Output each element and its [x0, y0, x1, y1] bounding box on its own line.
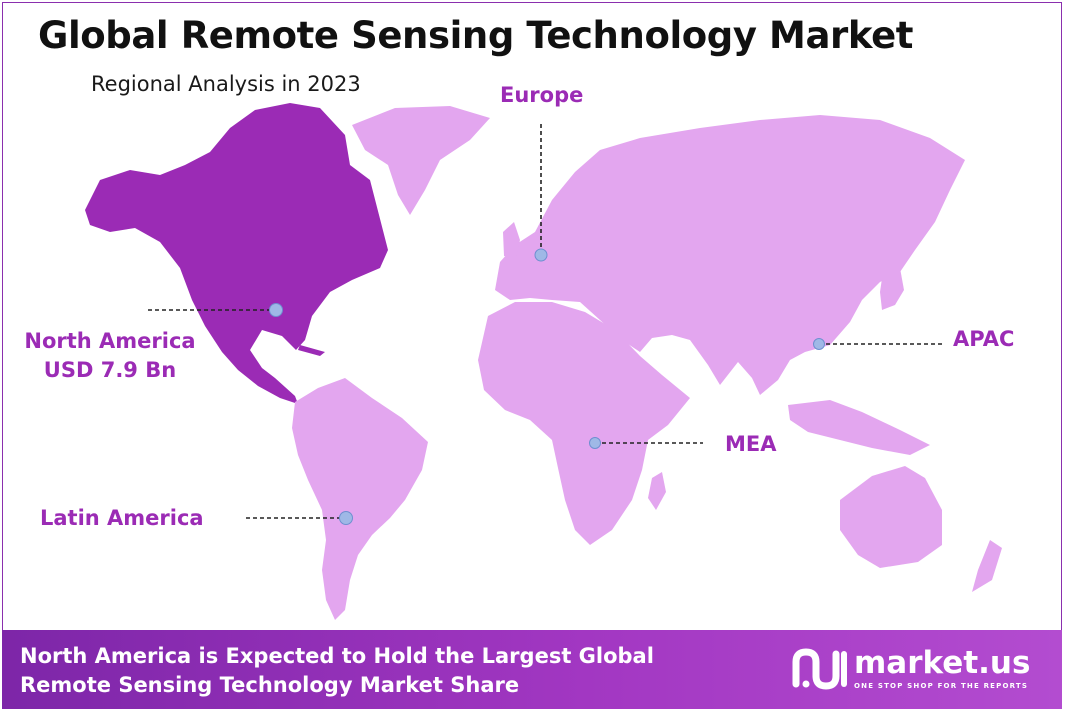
africa-shape [478, 302, 690, 545]
apac-marker [813, 338, 825, 350]
apac-label: APAC [953, 327, 1015, 351]
europe-marker [534, 248, 548, 262]
map-subtitle: Regional Analysis in 2023 [91, 72, 361, 96]
latin-america-marker [339, 511, 353, 525]
banner-line-2: Remote Sensing Technology Market Share [20, 673, 520, 697]
caribbean-shape [298, 345, 325, 356]
southeast-asia-shape [788, 400, 930, 455]
north-america-shape [85, 103, 388, 404]
north-america-marker [269, 303, 283, 317]
eurasia-shape [495, 115, 965, 395]
banner-statement: North America is Expected to Hold the La… [20, 642, 654, 700]
madagascar-shape [648, 472, 666, 510]
new-zealand-shape [972, 540, 1002, 592]
logo-wordmark: market.us [854, 645, 1031, 681]
map-title: Global Remote Sensing Technology Market [38, 14, 914, 57]
logo-tagline: ONE STOP SHOP FOR THE REPORTS [854, 682, 1029, 690]
world-map [85, 103, 1002, 620]
europe-label: Europe [500, 83, 584, 107]
latin-america-label: Latin America [40, 506, 204, 530]
north-america-value: USD 7.9 Bn [43, 358, 177, 382]
mea-label: MEA [725, 432, 777, 456]
north-america-label: North America [24, 329, 196, 353]
japan-shape [880, 258, 904, 310]
market-us-logo-icon [792, 648, 847, 690]
north-america-callout: North America USD 7.9 Bn [16, 327, 204, 385]
uk-shape [503, 222, 520, 258]
greenland-shape [352, 106, 490, 215]
market-us-logo: market.us ONE STOP SHOP FOR THE REPORTS [792, 646, 1042, 696]
australia-shape [840, 466, 942, 568]
mea-marker [589, 437, 601, 449]
footer-banner: North America is Expected to Hold the La… [2, 630, 1062, 709]
banner-line-1: North America is Expected to Hold the La… [20, 644, 654, 668]
south-america-shape [292, 378, 428, 620]
